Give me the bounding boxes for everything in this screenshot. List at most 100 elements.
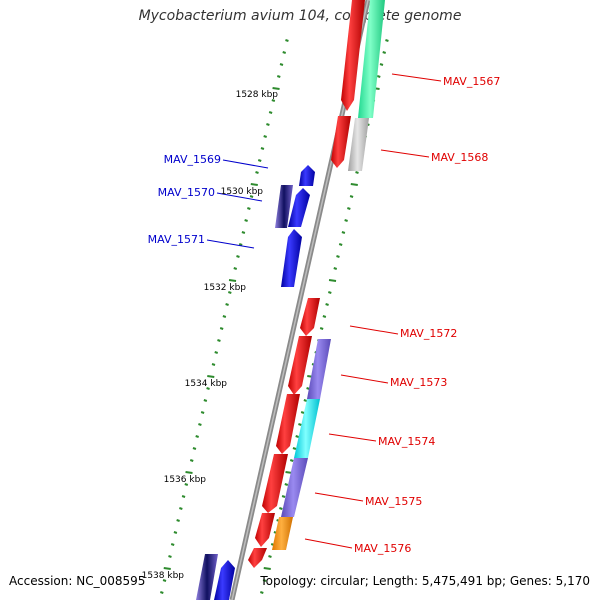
tick-label-1532: 1532 kbp	[204, 283, 247, 293]
tick-mark	[170, 543, 175, 546]
gene-label-mav-1572[interactable]: MAV_1572	[400, 327, 457, 340]
gene-mav-1571-feature[interactable]	[281, 229, 302, 287]
label-leaders	[206, 73, 442, 549]
gene-mav-1573-feature[interactable]	[288, 336, 312, 395]
tick-mark	[259, 591, 264, 594]
gene-mav-1568-feature[interactable]	[331, 116, 351, 168]
gene-labels: MAV_1567 MAV_1568 MAV_1569 MAV_1570 MAV_…	[148, 75, 501, 555]
tick-mark	[328, 279, 337, 282]
tick-mark	[289, 459, 294, 462]
gene-label-mav-1569[interactable]: MAV_1569	[164, 153, 221, 166]
tick-mark	[279, 507, 283, 510]
tick-mark	[292, 447, 297, 450]
tick-mark	[247, 207, 251, 210]
gene-mav-1574b-feature[interactable]	[294, 399, 320, 458]
gene-mav-1569-feature[interactable]	[299, 165, 315, 186]
tick-mark	[349, 195, 354, 198]
gene-mav-1567b-feature[interactable]	[358, 0, 385, 118]
tick-mark	[222, 315, 227, 318]
gene-mav-1577-feature[interactable]	[248, 548, 267, 568]
gene-label-mav-1574[interactable]: MAV_1574	[378, 435, 435, 448]
gene-mav-1573b-feature[interactable]	[307, 339, 331, 399]
tick-mark	[173, 531, 178, 534]
tick-mark	[189, 459, 194, 462]
tick-mark	[176, 519, 180, 522]
gene-mav-1567-feature[interactable]	[341, 0, 365, 111]
tick-mark	[379, 63, 384, 66]
gene-label-mav-1570[interactable]: MAV_1570	[158, 186, 215, 199]
topology-text: Topology: circular; Length: 5,475,491 bp…	[260, 574, 590, 588]
tick-label-1530: 1530 kbp	[221, 187, 264, 197]
tick-mark	[295, 435, 299, 438]
tick-mark	[376, 75, 381, 78]
tick-mark	[228, 279, 237, 282]
gene-label-mav-1568[interactable]: MAV_1568	[431, 151, 488, 164]
tick-mark	[303, 399, 308, 402]
tick-mark	[333, 267, 338, 270]
tick-mark	[355, 171, 359, 174]
gene-label-mav-1576[interactable]: MAV_1576	[354, 542, 411, 555]
tick-mark	[285, 39, 289, 42]
tick-mark	[159, 591, 164, 594]
tick-mark	[225, 303, 229, 306]
tick-mark	[179, 507, 183, 510]
tick-mark	[233, 267, 238, 270]
tick-mark	[192, 447, 197, 450]
gene-mav-1570-feature[interactable]	[288, 188, 310, 227]
tick-mark	[168, 555, 172, 558]
tick-mark	[325, 303, 329, 306]
tick-mark	[282, 51, 287, 54]
gene-label-mav-1571[interactable]: MAV_1571	[148, 233, 205, 246]
forward-genes	[248, 0, 385, 568]
tick-mark	[338, 243, 343, 246]
tick-mark	[200, 411, 205, 414]
tick-mark	[260, 147, 265, 150]
gene-mav-1579-feature[interactable]	[214, 560, 235, 600]
tick-label-1538: 1538 kbp	[142, 571, 185, 581]
tick-mark	[262, 579, 267, 582]
accession-text: Accession: NC_008595	[9, 574, 146, 588]
tick-mark	[249, 195, 254, 198]
tick-mark	[268, 555, 272, 558]
tick-labels: 1528 kbp 1530 kbp 1532 kbp 1534 kbp 1536…	[142, 90, 279, 581]
tick-mark	[207, 375, 215, 378]
gene-label-mav-1567[interactable]: MAV_1567	[443, 75, 500, 88]
tick-mark	[227, 291, 232, 294]
tick-mark	[319, 327, 324, 330]
tick-mark	[263, 567, 271, 570]
gene-mav-1568b-feature[interactable]	[348, 118, 369, 171]
tick-mark	[198, 423, 202, 426]
tick-mark	[271, 99, 276, 102]
gene-label-mav-1575[interactable]: MAV_1575	[365, 495, 422, 508]
tick-mark	[350, 183, 358, 186]
tick-mark	[385, 39, 389, 42]
tick-mark	[336, 255, 340, 258]
gene-mav-1576b-feature[interactable]	[272, 517, 293, 550]
gene-mav-1572-feature[interactable]	[300, 298, 320, 336]
tick-mark	[263, 135, 267, 138]
tick-mark	[281, 495, 286, 498]
tick-mark	[300, 411, 305, 414]
gene-mav-1578-feature[interactable]	[196, 554, 218, 600]
tick-mark	[276, 75, 281, 78]
tick-label-1536: 1536 kbp	[164, 475, 207, 485]
gene-mav-1575b-feature[interactable]	[281, 458, 308, 517]
tick-mark	[341, 231, 346, 234]
tick-mark	[219, 327, 224, 330]
gene-mav-1570b-feature[interactable]	[275, 185, 293, 228]
tick-mark	[163, 567, 171, 570]
gene-label-mav-1573[interactable]: MAV_1573	[390, 376, 447, 389]
gene-mav-1574-feature[interactable]	[276, 394, 300, 454]
gene-mav-1575-feature[interactable]	[262, 454, 288, 513]
tick-mark	[272, 87, 280, 90]
tick-marks	[159, 39, 389, 594]
tick-label-1534: 1534 kbp	[185, 379, 228, 389]
tick-mark	[206, 387, 210, 390]
tick-mark	[217, 339, 221, 342]
gene-mav-1576-feature[interactable]	[255, 513, 275, 547]
tick-mark	[250, 183, 258, 186]
tick-mark	[268, 111, 273, 114]
tick-mark	[347, 207, 351, 210]
